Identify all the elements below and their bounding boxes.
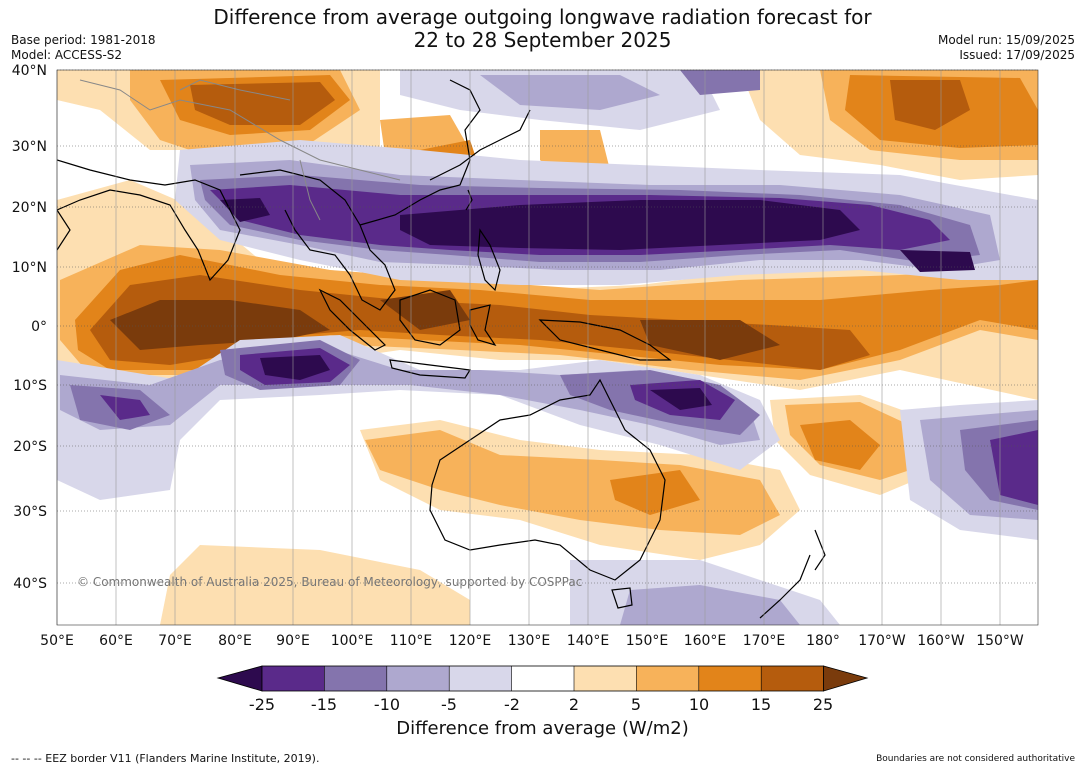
- lat-label-0: 0°: [31, 319, 47, 335]
- issued-date: Issued: 17/09/2025: [959, 48, 1075, 62]
- lon-label: 120°E: [449, 633, 492, 649]
- colorbar-title: Difference from average (W/m2): [396, 718, 689, 739]
- colorbar-bin: [324, 666, 387, 691]
- lon-label: 160°E: [684, 633, 727, 649]
- colorbar: [216, 665, 869, 692]
- lon-label: 150°W: [976, 633, 1024, 649]
- lat-label-10n: 10°N: [12, 260, 47, 276]
- lon-label: 170°E: [743, 633, 786, 649]
- colorbar-label: -10: [373, 695, 401, 714]
- lon-label: 170°W: [858, 633, 906, 649]
- colorbar-bin: [386, 666, 450, 691]
- copyright-text: © Commonwealth of Australia 2025, Bureau…: [77, 575, 582, 589]
- colorbar-below-triangle: [216, 665, 263, 692]
- colorbar-bin: [636, 666, 699, 691]
- country-borders: [79, 79, 401, 221]
- colorbar-label: 2: [568, 695, 580, 714]
- colorbar-bin: [449, 666, 512, 691]
- colorbar-label: -5: [441, 695, 457, 714]
- lon-label: 100°E: [331, 633, 374, 649]
- lat-label-30s: 30°S: [13, 504, 47, 520]
- lon-label: 90°E: [276, 633, 310, 649]
- colorbar-bin: [262, 666, 325, 691]
- lat-label-10s: 10°S: [13, 378, 47, 394]
- map-frame: [56, 69, 1039, 626]
- colorbar-label: -2: [504, 695, 520, 714]
- lon-label: 110°E: [390, 633, 433, 649]
- colorbar-label: 25: [812, 695, 834, 714]
- colorbar-label: 15: [750, 695, 772, 714]
- colorbar-label: 10: [688, 695, 710, 714]
- lat-label-40s: 40°S: [13, 576, 47, 592]
- colorbar-bin: [698, 666, 762, 691]
- colorbar-label: 5: [630, 695, 642, 714]
- colorbar-label: -25: [248, 695, 276, 714]
- colorbar-bin: [761, 666, 824, 691]
- meridians: [56, 70, 1001, 625]
- coastlines: [57, 79, 826, 619]
- lon-label: 70°E: [158, 633, 192, 649]
- boundaries-note: Boundaries are not considered authoritat…: [876, 754, 1075, 764]
- eez-legend: -- -- -- EEZ border V11 (Flanders Marine…: [11, 752, 320, 765]
- colorbar-label: -15: [310, 695, 338, 714]
- anomaly-field: [57, 70, 1038, 625]
- lat-label-20s: 20°S: [13, 439, 47, 455]
- colorbar-bin: [511, 666, 574, 691]
- lat-label-30n: 30°N: [12, 139, 47, 155]
- lon-label: 150°E: [626, 633, 669, 649]
- page-title: Difference from average outgoing longwav…: [213, 5, 872, 29]
- lon-label: 60°E: [99, 633, 133, 649]
- lon-label: 140°E: [567, 633, 610, 649]
- lat-label-20n: 20°N: [12, 200, 47, 216]
- lon-label: 160°W: [917, 633, 965, 649]
- lat-label-40n: 40°N: [12, 63, 47, 79]
- colorbar-above-triangle: [823, 665, 869, 692]
- lon-label: 130°E: [508, 633, 551, 649]
- model-name: Model: ACCESS-S2: [11, 48, 123, 62]
- lon-label: 80°E: [218, 633, 252, 649]
- page-subtitle: 22 to 28 September 2025: [413, 28, 672, 52]
- lon-label: 180°: [806, 633, 840, 649]
- colorbar-bin: [574, 666, 637, 691]
- model-run: Model run: 15/09/2025: [937, 33, 1075, 47]
- base-period: Base period: 1981-2018: [11, 33, 156, 47]
- lon-label: 50°E: [40, 633, 74, 649]
